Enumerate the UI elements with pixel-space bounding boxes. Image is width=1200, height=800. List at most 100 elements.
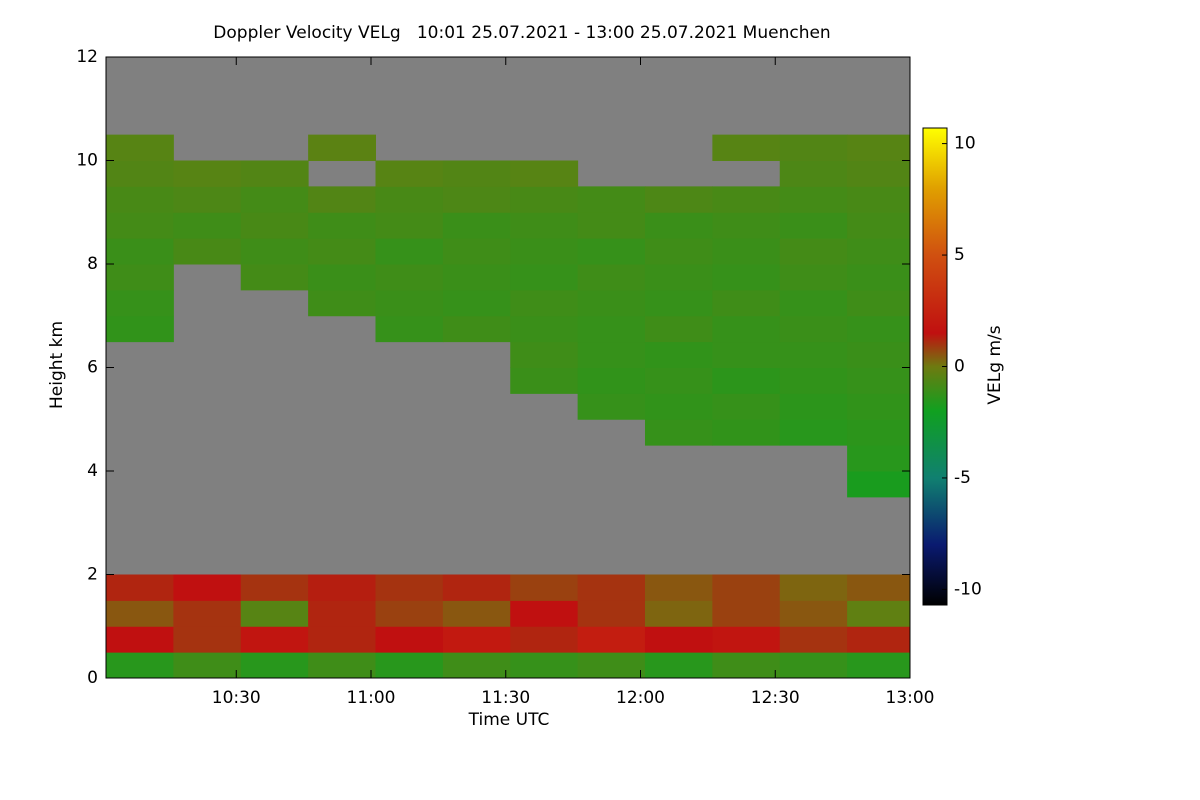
- heatmap-cell: [375, 652, 444, 679]
- heatmap-cell: [442, 186, 511, 213]
- heatmap-cell: [847, 393, 911, 420]
- heatmap-cell: [779, 626, 848, 653]
- heatmap-cell: [442, 652, 511, 679]
- heatmap-cell: [847, 289, 911, 317]
- colorbar-tick-label: 5: [954, 245, 965, 265]
- heatmap-cell: [308, 264, 376, 291]
- heatmap-cell: [308, 600, 376, 627]
- heatmap-cell: [644, 574, 713, 601]
- heatmap-cell: [173, 652, 242, 679]
- heatmap-cell: [308, 574, 376, 601]
- heatmap-cell: [712, 238, 781, 265]
- heatmap-cell: [779, 315, 848, 343]
- heatmap-cell: [173, 626, 242, 653]
- heatmap-cell: [712, 134, 781, 161]
- heatmap-cell: [577, 341, 646, 368]
- heatmap-cell: [577, 186, 646, 213]
- heatmap-cell: [644, 186, 713, 213]
- heatmap-cell: [644, 238, 713, 265]
- heatmap-cell: [577, 367, 646, 394]
- heatmap-cell: [240, 652, 309, 679]
- y-tick-label: 2: [87, 565, 98, 585]
- heatmap-cell: [375, 289, 444, 317]
- heatmap-cell: [847, 445, 911, 472]
- heatmap-cell: [173, 186, 242, 213]
- heatmap-cell: [712, 367, 781, 394]
- heatmap-cell: [577, 574, 646, 601]
- colorbar-tick-label: 0: [954, 357, 965, 377]
- heatmap-cell: [442, 264, 511, 291]
- heatmap-cell: [240, 186, 309, 213]
- heatmap-cell: [847, 652, 911, 679]
- heatmap-cell: [106, 160, 174, 187]
- heatmap-cell: [644, 315, 713, 343]
- heatmap-cell: [308, 186, 376, 213]
- heatmap-cell: [308, 238, 376, 265]
- heatmap-cell: [644, 600, 713, 627]
- heatmap-cell: [173, 600, 242, 627]
- heatmap-cell: [847, 471, 911, 498]
- y-tick-label: 4: [87, 461, 98, 481]
- heatmap-cell: [308, 289, 376, 317]
- x-axis-label: Time UTC: [468, 710, 550, 730]
- heatmap-cell: [106, 264, 174, 291]
- heatmap-cell: [375, 160, 444, 187]
- heatmap-cell: [375, 626, 444, 653]
- x-tick-label: 12:00: [616, 688, 665, 708]
- heatmap-cell: [779, 652, 848, 679]
- heatmap-cell: [240, 574, 309, 601]
- heatmap-cell: [442, 160, 511, 187]
- heatmap-cell: [847, 134, 911, 161]
- heatmap-cell: [240, 600, 309, 627]
- heatmap-cell: [375, 212, 444, 239]
- heatmap-cell: [308, 212, 376, 239]
- heatmap-cell: [577, 289, 646, 317]
- heatmap-cell: [510, 315, 579, 343]
- heatmap-cell: [847, 238, 911, 265]
- heatmap-cell: [779, 212, 848, 239]
- heatmap-cell: [712, 393, 781, 420]
- heatmap-cell: [577, 652, 646, 679]
- colorbar-tick-label: -5: [954, 468, 971, 488]
- heatmap-cell: [510, 264, 579, 291]
- heatmap-cell: [847, 341, 911, 368]
- heatmap-cell: [847, 600, 911, 627]
- heatmap-cell: [510, 367, 579, 394]
- heatmap-cell: [106, 212, 174, 239]
- heatmap-cell: [577, 238, 646, 265]
- heatmap-cell: [847, 574, 911, 601]
- heatmap-cell: [644, 419, 713, 446]
- heatmap-cell: [712, 212, 781, 239]
- heatmap-cell: [106, 289, 174, 317]
- heatmap-cell: [644, 652, 713, 679]
- heatmap-cell: [712, 419, 781, 446]
- heatmap-cell: [577, 212, 646, 239]
- heatmap-cell: [240, 212, 309, 239]
- x-tick-label: 10:30: [212, 688, 261, 708]
- heatmap-cell: [577, 626, 646, 653]
- heatmap-cell: [847, 419, 911, 446]
- heatmap-cell: [712, 341, 781, 368]
- heatmap-cell: [847, 186, 911, 213]
- heatmap-cell: [375, 238, 444, 265]
- y-tick-label: 8: [87, 254, 98, 274]
- heatmap-cell: [510, 626, 579, 653]
- heatmap-cell: [644, 212, 713, 239]
- heatmap-cell: [240, 238, 309, 265]
- heatmap-cell: [510, 289, 579, 317]
- heatmap-cell: [510, 186, 579, 213]
- heatmap-cell: [847, 367, 911, 394]
- heatmap-cell: [712, 600, 781, 627]
- heatmap-cell: [173, 574, 242, 601]
- heatmap-cell: [106, 315, 174, 343]
- x-tick-label: 13:00: [886, 688, 935, 708]
- heatmap-cell: [847, 626, 911, 653]
- heatmap-cell: [375, 315, 444, 343]
- heatmap-cell: [644, 393, 713, 420]
- heatmap-cell: [847, 315, 911, 343]
- heatmap-cell: [712, 315, 781, 343]
- colorbar-tick-label: -10: [954, 579, 982, 599]
- heatmap-cell: [510, 238, 579, 265]
- heatmap-cell: [644, 264, 713, 291]
- colorbar-tick-label: 10: [954, 134, 976, 154]
